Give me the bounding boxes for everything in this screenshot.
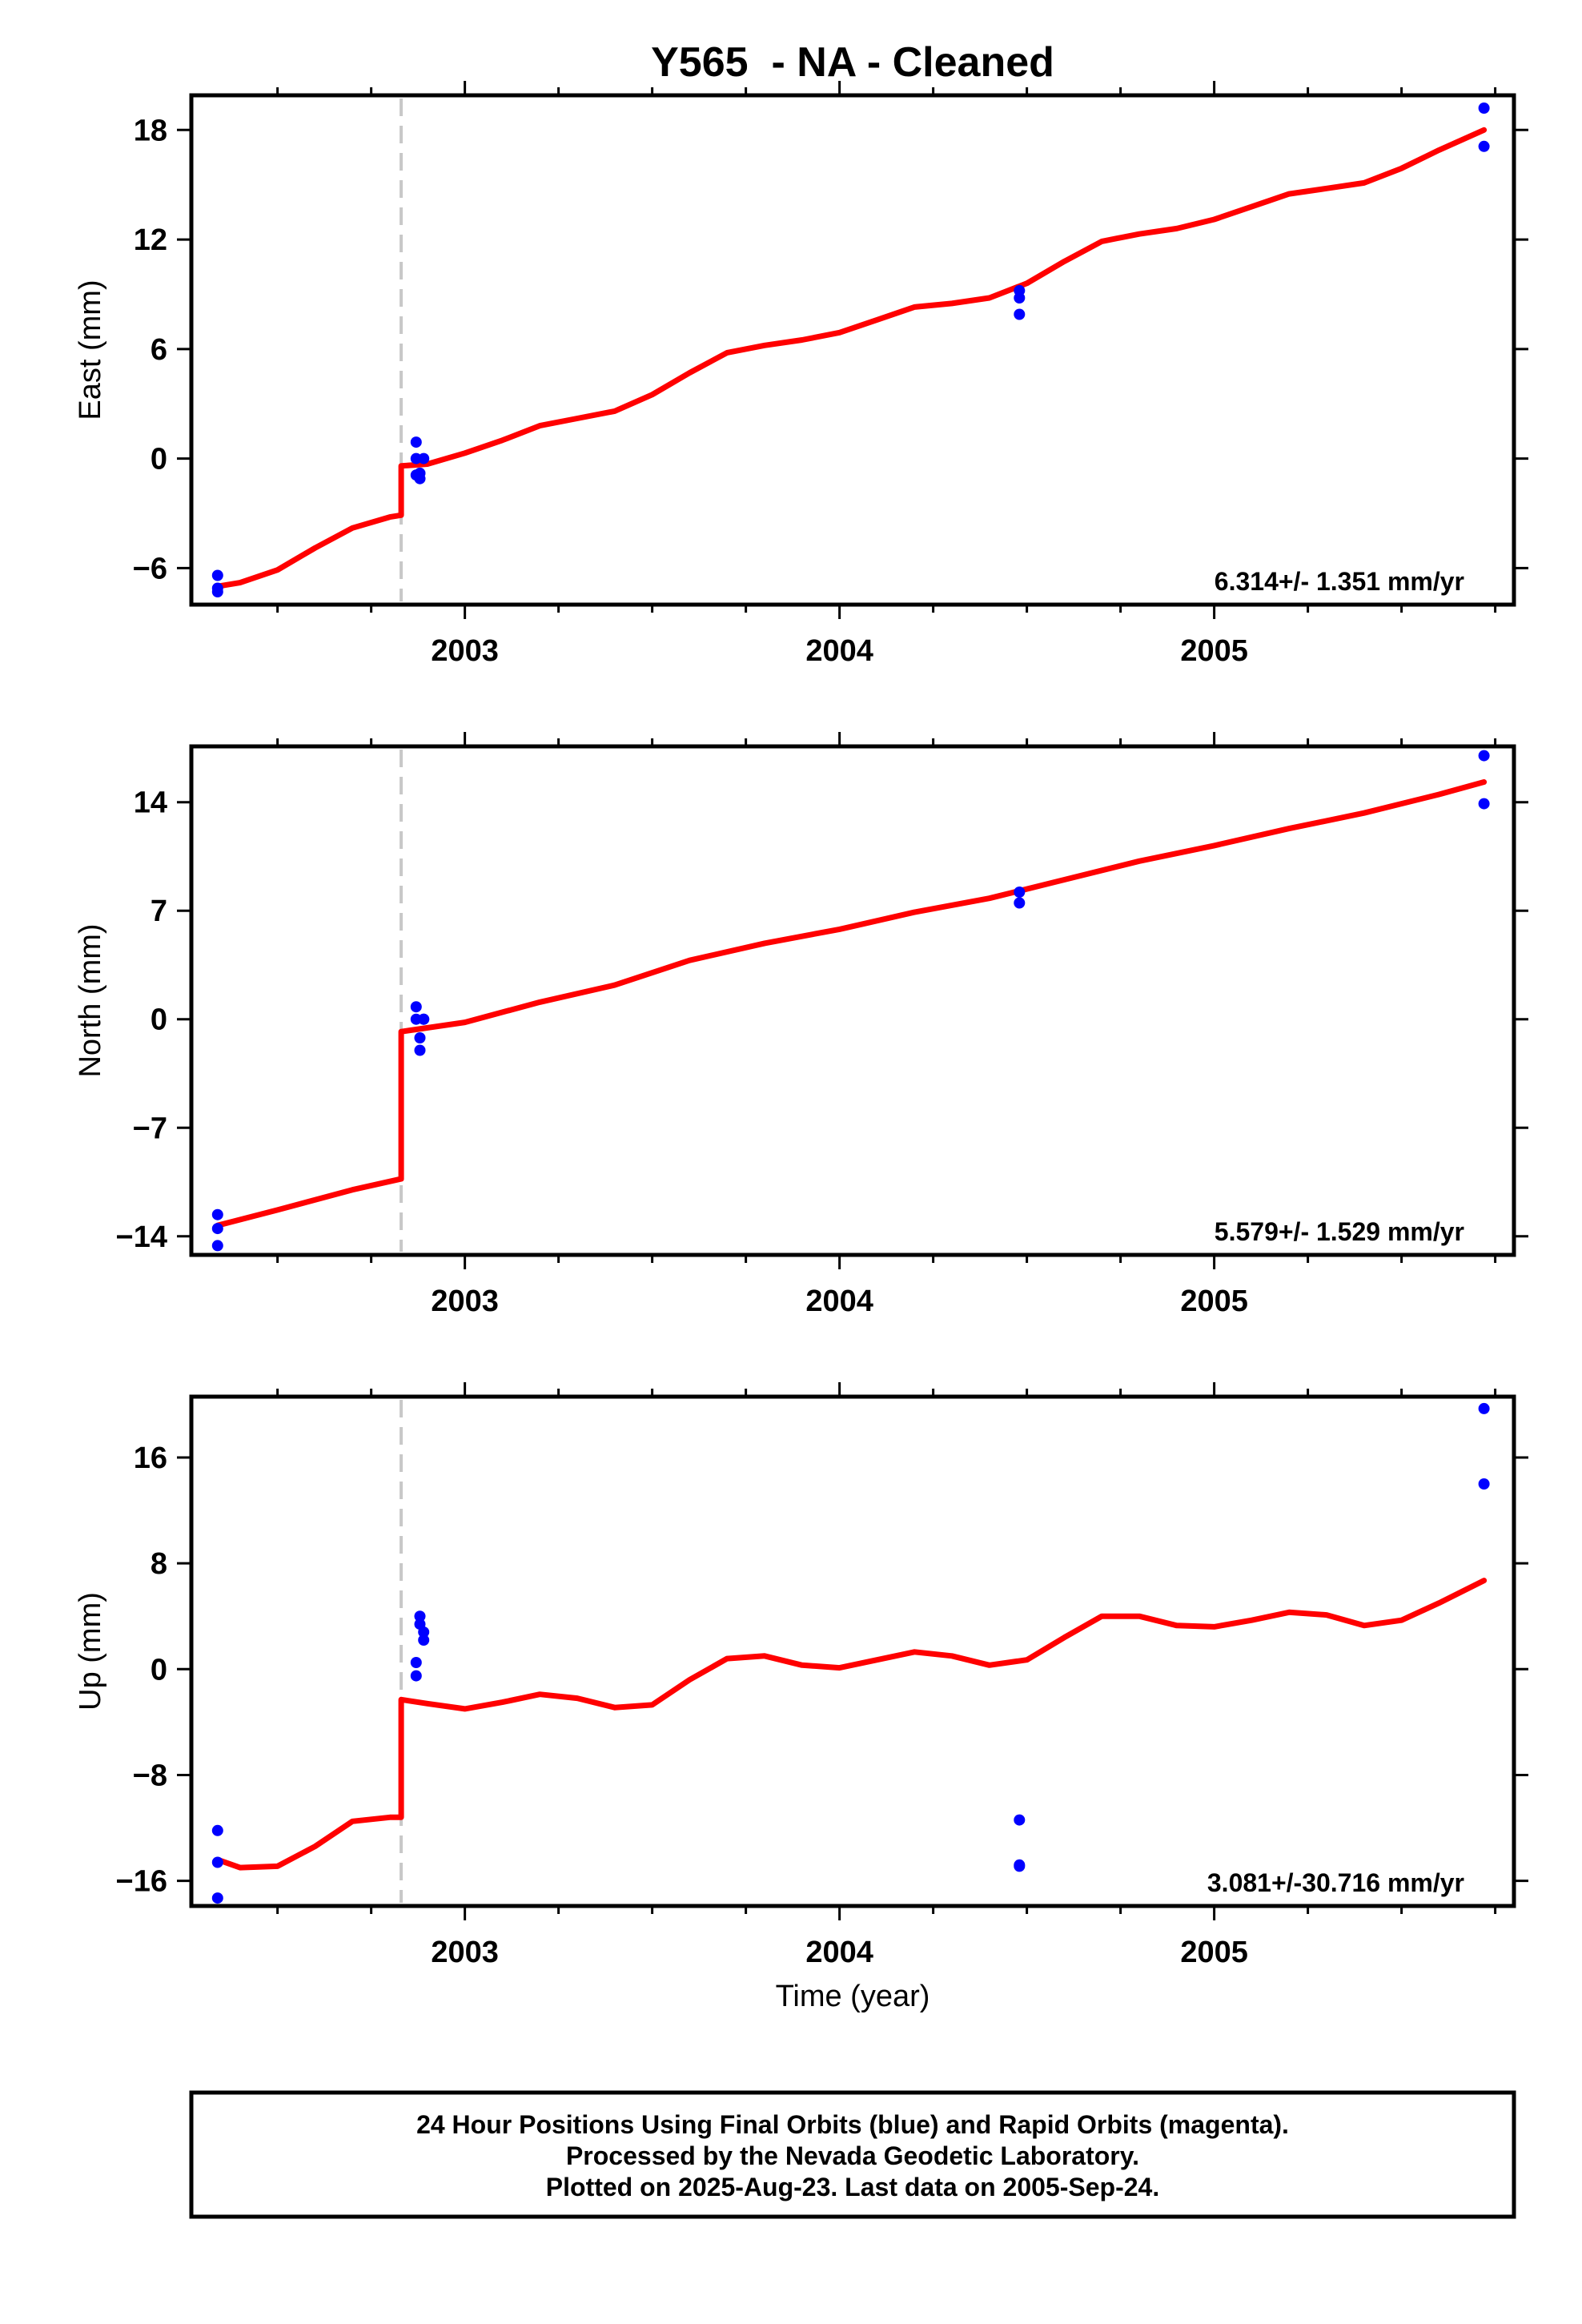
north-x-tick-label: 2004 — [805, 1285, 873, 1318]
up-data-point — [1014, 1860, 1026, 1872]
footer-line-3: Plotted on 2025-Aug-23. Last data on 200… — [546, 2173, 1159, 2201]
up-data-point — [410, 1657, 422, 1668]
x-axis-label: Time (year) — [776, 1980, 930, 2013]
up-data-point — [410, 1670, 422, 1682]
up-x-tick-label: 2004 — [805, 1936, 873, 1969]
north-x-tick-label: 2003 — [431, 1285, 499, 1318]
east-data-point — [410, 436, 422, 448]
up-model-curve — [215, 1578, 1488, 1871]
north-model-curve — [215, 779, 1488, 1228]
north-rate-label: 5.579+/- 1.529 mm/yr — [1215, 1217, 1464, 1246]
east-y-axis-label: East (mm) — [74, 279, 107, 420]
north-data-point — [211, 1240, 223, 1252]
east-y-tick-label: −6 — [133, 552, 167, 585]
north-y-tick-label: 0 — [151, 1003, 167, 1037]
footer-line-1: 24 Hour Positions Using Final Orbits (bl… — [416, 2110, 1289, 2139]
east-y-tick-label: 12 — [134, 223, 167, 257]
up-data-point — [211, 1856, 223, 1868]
up-data-point — [418, 1634, 430, 1646]
up-panel: −16 −8 0 8 16 2003 2004 2005 Up (mm) 3.081+/-30.7… — [74, 1382, 1528, 1969]
east-y-tick-label: 6 — [151, 333, 167, 367]
east-y-tick-label: 0 — [151, 443, 167, 476]
north-data-point — [1014, 887, 1026, 898]
east-rate-label: 6.314+/- 1.351 mm/yr — [1215, 567, 1464, 596]
up-data-point — [1014, 1814, 1026, 1826]
north-data-point — [1478, 798, 1490, 810]
north-y-tick-label: −14 — [116, 1220, 167, 1254]
east-data-point — [1014, 308, 1026, 320]
north-data-point — [1014, 897, 1026, 909]
north-data-point — [414, 1044, 426, 1056]
east-data-point — [211, 586, 223, 597]
east-x-tick-label: 2004 — [805, 634, 873, 668]
chart-title: Y565 - NA - Cleaned — [651, 39, 1054, 86]
east-data-point — [418, 452, 430, 464]
up-data-point — [414, 1610, 426, 1622]
up-data-point — [211, 1824, 223, 1836]
east-panel: −6 0 6 12 18 2003 2004 2005 East (mm) 6.314+/- 1.… — [74, 81, 1528, 668]
east-plot-area — [191, 95, 1514, 605]
up-data-point — [1478, 1402, 1490, 1414]
east-x-tick-label: 2005 — [1180, 634, 1248, 668]
north-y-axis-label: North (mm) — [74, 923, 107, 1077]
footer-frame — [189, 2090, 1516, 2219]
up-x-tick-label: 2005 — [1180, 1936, 1248, 1969]
up-plot-area — [191, 1397, 1514, 1906]
up-rate-label: 3.081+/-30.716 mm/yr — [1207, 1868, 1464, 1897]
up-data-point — [211, 1892, 223, 1904]
up-y-tick-label: 16 — [134, 1441, 167, 1475]
north-data-point — [410, 1001, 422, 1013]
east-data-point — [1478, 103, 1490, 114]
north-panel: −14 −7 0 7 14 2003 2004 2005 North (mm) 5.579+/- … — [74, 732, 1528, 1318]
north-y-tick-label: −7 — [133, 1112, 167, 1145]
footer-box: 24 Hour Positions Using Final Orbits (bl… — [189, 2090, 1516, 2219]
north-frame — [189, 744, 1516, 1257]
east-data-point — [414, 467, 426, 479]
north-data-point — [414, 1032, 426, 1043]
up-y-tick-label: −8 — [133, 1759, 167, 1792]
east-y-tick-label: 18 — [134, 114, 167, 147]
east-x-tick-label: 2003 — [431, 634, 499, 668]
north-y-tick-label: 7 — [151, 895, 167, 928]
north-data-point — [1478, 750, 1490, 762]
north-plot-area — [191, 746, 1514, 1255]
east-data-point — [1478, 140, 1490, 152]
north-data-point — [418, 1013, 430, 1025]
up-y-axis-label: Up (mm) — [74, 1592, 107, 1711]
up-data-point — [1478, 1478, 1490, 1490]
up-y-tick-label: 0 — [151, 1653, 167, 1687]
north-x-tick-label: 2005 — [1180, 1285, 1248, 1318]
east-model-curve — [215, 127, 1488, 589]
up-data-point — [418, 1626, 430, 1638]
up-x-tick-label: 2003 — [431, 1936, 499, 1969]
up-y-tick-label: −16 — [116, 1865, 167, 1899]
up-y-tick-label: 8 — [151, 1547, 167, 1581]
north-data-point — [211, 1223, 223, 1235]
east-data-point — [1014, 292, 1026, 304]
east-data-point — [211, 569, 223, 581]
up-frame — [189, 1394, 1516, 1908]
north-y-tick-label: 14 — [134, 786, 167, 820]
footer-line-2: Processed by the Nevada Geodetic Laborat… — [566, 2141, 1139, 2170]
north-data-point — [211, 1208, 223, 1220]
